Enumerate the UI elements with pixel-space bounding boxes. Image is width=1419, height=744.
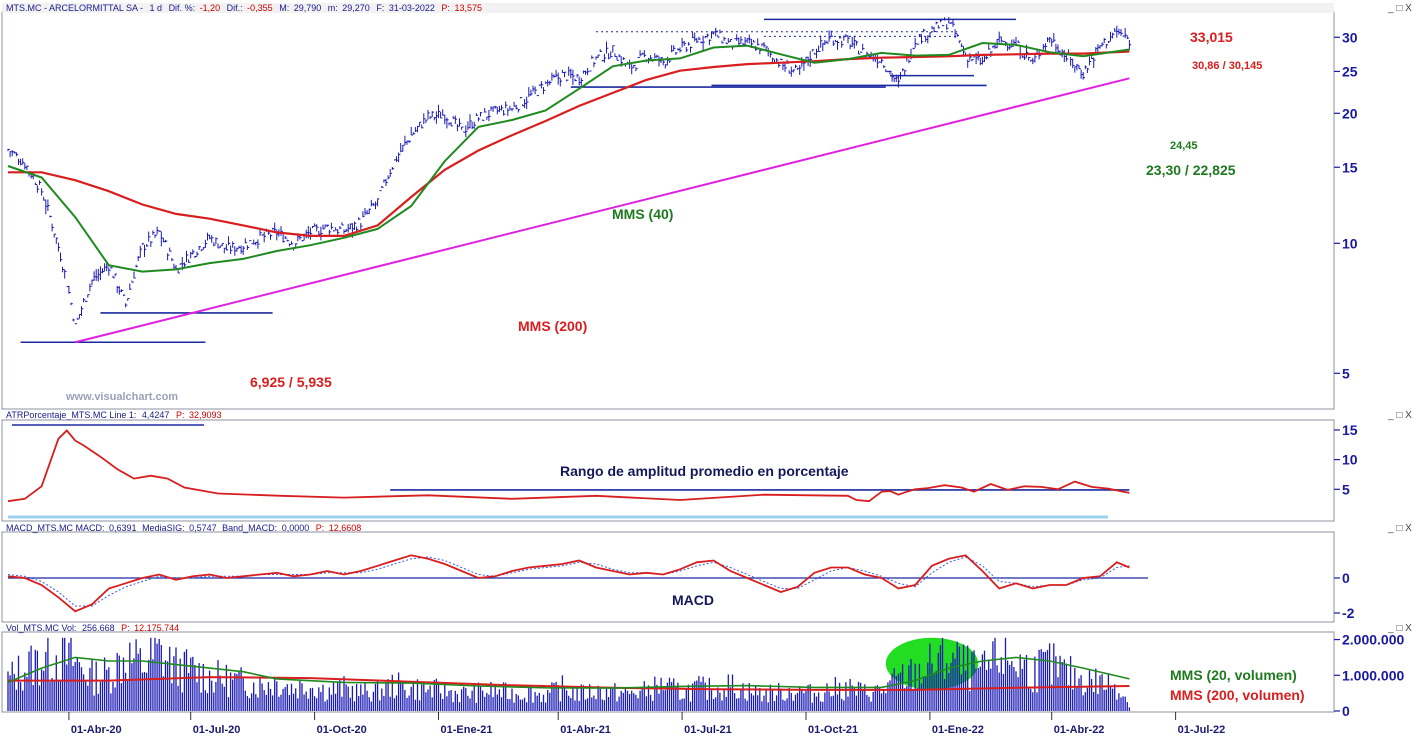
price-yaxis-tick-label: 25 (1342, 63, 1358, 79)
volume-mms20-line (7, 656, 1130, 689)
macd-line (7, 554, 1130, 613)
x-tick-label: 01-Abr-21 (560, 724, 611, 736)
annotation-2445: 24,45 (1170, 140, 1198, 152)
atr-yaxis-tick-label: 15 (1342, 422, 1358, 438)
x-tick-label: 01-Jul-20 (193, 724, 241, 736)
annotation-30860: 30,86 / 30,145 (1192, 60, 1262, 72)
atr-line (7, 429, 1130, 503)
atr-header: ATRPorcentaje_MTS.MC Line 1: 4,4247 P: 3… (6, 410, 222, 420)
label-mms20-volumen: MMS (20, volumen) (1170, 667, 1297, 683)
volume-mms200-line (8, 676, 1130, 691)
x-tick-label: 01-Jul-22 (1178, 724, 1226, 736)
atr-yaxis-tick-label: 5 (1342, 481, 1350, 497)
price-yaxis-tick-label: 20 (1342, 105, 1358, 121)
x-tick-label: 01-Abr-20 (71, 724, 122, 736)
volume-yaxis-tick-label: 0 (1342, 703, 1350, 719)
price-header: MTS.MC - ARCELORMITTAL SA - 1 d Dif. %: … (6, 3, 482, 13)
mms200-line (8, 50, 1130, 237)
atr-caption: Rango de amplitud promedio en porcentaje (560, 463, 849, 479)
axes-layer: 5 10 15 20 25 30 5 10 15 -2 0 0 1.000.000 2.000.000 01… (68, 29, 1404, 736)
annotation-33015: 33,015 (1190, 29, 1233, 45)
atr-layer (7, 429, 1130, 503)
macd-yaxis-tick-label: 0 (1342, 570, 1350, 586)
price-yaxis-tick-label: 15 (1342, 159, 1358, 175)
x-tick-label: 01-Abr-22 (1054, 724, 1105, 736)
annotation-2330: 23,30 / 22,825 (1146, 162, 1236, 178)
atr-window-buttons[interactable]: _ □ X (1387, 410, 1412, 421)
volume-header: Vol_MTS.MC Vol: 256.668 P: 12.175.744 (6, 623, 179, 633)
price-yaxis-tick-label: 10 (1342, 235, 1358, 251)
mms40-line (7, 41, 1130, 273)
atr-yaxis-tick-label: 10 (1342, 452, 1358, 468)
x-tick-label: 01-Ene-22 (932, 724, 984, 736)
price-header-bar (2, 3, 1334, 13)
label-mms40: MMS (40) (612, 206, 673, 222)
macd-window-buttons[interactable]: _ □ X (1387, 523, 1412, 534)
macd-yaxis-tick-label: -2 (1342, 605, 1355, 621)
annotation-6925: 6,925 / 5,935 (250, 374, 332, 390)
x-tick-label: 01-Jul-21 (684, 724, 732, 736)
macd-caption: MACD (672, 592, 714, 608)
price-window-buttons[interactable]: _ □ X (1387, 3, 1412, 14)
volume-layer (7, 637, 1131, 711)
label-mms200-volumen: MMS (200, volumen) (1170, 687, 1305, 703)
price-yaxis-tick-label: 5 (1342, 365, 1350, 381)
volume-yaxis-tick-label: 1.000.000 (1342, 667, 1404, 683)
macd-signal-line (7, 556, 1130, 607)
price-panel (1, 11, 1335, 410)
x-tick-label: 01-Oct-20 (317, 724, 367, 736)
macd-layer (7, 554, 1148, 613)
x-tick-label: 01-Oct-21 (808, 724, 858, 736)
price-yaxis-tick-label: 30 (1342, 29, 1358, 45)
macd-header: MACD_MTS.MC MACD: 0,6391 MediaSIG: 0,574… (6, 523, 361, 533)
volume-window-buttons[interactable]: _ □ X (1387, 623, 1412, 634)
support-trendline (74, 77, 1130, 344)
label-mms200: MMS (200) (518, 318, 587, 334)
volume-yaxis-tick-label: 2.000.000 (1342, 632, 1404, 648)
atr-panel (1, 419, 1335, 522)
x-tick-label: 01-Ene-21 (441, 724, 493, 736)
price-layer (7, 17, 1132, 344)
watermark: www.visualchart.com (65, 391, 178, 403)
